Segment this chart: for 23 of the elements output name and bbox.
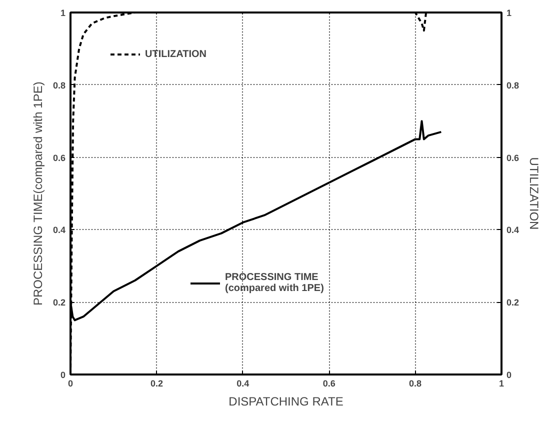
y2-tick-label: 0.2 bbox=[506, 298, 520, 308]
x-tick-label: 0.2 bbox=[150, 378, 163, 388]
y2-tick-label: 0 bbox=[506, 370, 512, 380]
legend-label: UTILIZATION bbox=[145, 48, 206, 60]
y-tick-label: 0.8 bbox=[52, 80, 66, 90]
x-tick-label: 0.4 bbox=[236, 378, 250, 388]
x-tick-label: 0 bbox=[68, 378, 74, 388]
x-tick-label: 0.8 bbox=[409, 378, 422, 388]
y2-tick-label: 0.6 bbox=[506, 152, 520, 163]
y-tick-label: 0.2 bbox=[52, 298, 66, 308]
legend-label: PROCESSING TIME (compared with 1PE) bbox=[225, 272, 324, 294]
y-tick-label: 1 bbox=[60, 8, 66, 18]
y-axis-title: PROCESSING TIME(compared with 1PE) bbox=[30, 82, 45, 306]
x-tick-label: 1 bbox=[498, 378, 504, 388]
y2-tick-label: 1 bbox=[506, 8, 512, 18]
y-tick-label: 0.6 bbox=[52, 152, 66, 163]
y2-axis-title: UTILIZATION bbox=[527, 157, 542, 230]
y-tick-label: 0.4 bbox=[52, 225, 66, 236]
x-tick-label: 0.6 bbox=[322, 378, 336, 388]
x-axis-title: DISPATCHING RATE bbox=[228, 394, 344, 408]
y2-tick-label: 0.4 bbox=[506, 225, 520, 236]
y-tick-label: 0 bbox=[60, 370, 66, 380]
y2-tick-label: 0.8 bbox=[506, 80, 520, 90]
